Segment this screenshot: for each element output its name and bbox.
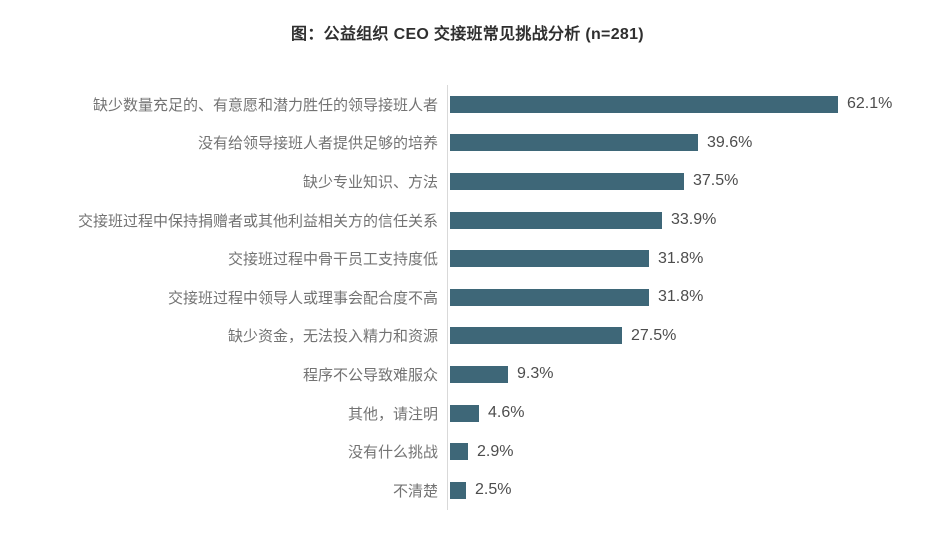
category-label: 缺少数量充足的、有意愿和潜力胜任的领导接班人者 [92,96,438,114]
bar-track: 27.5% [447,316,935,356]
plot-area: 缺少数量充足的、有意愿和潜力胜任的领导接班人者 62.1% 没有给领导接班人者提… [0,85,935,510]
category-label: 交接班过程中保持捐赠者或其他利益相关方的信任关系 [77,212,438,230]
category-label: 不清楚 [392,482,438,500]
bar-track: 2.5% [447,470,935,510]
bar [450,172,684,190]
bar [450,443,468,461]
bar-row: 不清楚 2.5% [0,470,935,510]
value-label: 37.5% [693,172,739,190]
bar [450,288,649,306]
bar-row: 缺少专业知识、方法 37.5% [0,162,935,201]
bar-track: 4.6% [447,393,935,433]
category-label: 其他，请注明 [347,405,438,423]
bar [450,404,479,422]
bar-row: 没有什么挑战 2.9% [0,432,935,471]
bar-track: 2.9% [447,432,935,471]
value-label: 4.6% [488,404,525,422]
bar [450,211,662,229]
value-label: 31.8% [658,249,704,267]
value-label: 62.1% [847,95,893,113]
bar [450,365,508,383]
value-label: 31.8% [658,288,704,306]
value-label: 2.5% [475,481,512,499]
bar [450,134,698,152]
bar-track: 62.1% [447,85,935,124]
value-label: 2.9% [477,442,514,460]
category-label: 交接班过程中骨干员工支持度低 [227,251,438,269]
bar-row: 程序不公导致难服众 9.3% [0,355,935,394]
bar-track: 33.9% [447,200,935,240]
bar [450,250,649,268]
value-label: 27.5% [631,326,677,344]
bar [450,327,622,345]
bar-row: 其他，请注明 4.6% [0,393,935,433]
category-label: 没有什么挑战 [347,444,438,462]
bar-row: 交接班过程中骨干员工支持度低 31.8% [0,239,935,278]
value-label: 39.6% [707,133,753,151]
bar [450,95,838,113]
category-label: 没有给领导接班人者提供足够的培养 [197,135,438,153]
category-label: 交接班过程中领导人或理事会配合度不高 [167,289,438,307]
chart-title: 图：公益组织 CEO 交接班常见挑战分析 (n=281) [291,26,644,43]
category-label: 缺少专业知识、方法 [302,173,438,191]
bar [450,481,466,499]
category-label: 程序不公导致难服众 [302,366,438,384]
bar-track: 37.5% [447,162,935,201]
bar-track: 39.6% [447,123,935,163]
category-label: 缺少资金，无法投入精力和资源 [227,328,438,346]
value-label: 33.9% [671,211,717,229]
bar-row: 缺少资金，无法投入精力和资源 27.5% [0,316,935,356]
bar-track: 31.8% [447,239,935,278]
bar-track: 31.8% [447,277,935,317]
bar-row: 交接班过程中领导人或理事会配合度不高 31.8% [0,277,935,317]
bar-row: 缺少数量充足的、有意愿和潜力胜任的领导接班人者 62.1% [0,85,935,124]
bar-track: 9.3% [447,355,935,394]
bar-row: 没有给领导接班人者提供足够的培养 39.6% [0,123,935,163]
value-label: 9.3% [517,365,554,383]
bar-row: 交接班过程中保持捐赠者或其他利益相关方的信任关系 33.9% [0,200,935,240]
